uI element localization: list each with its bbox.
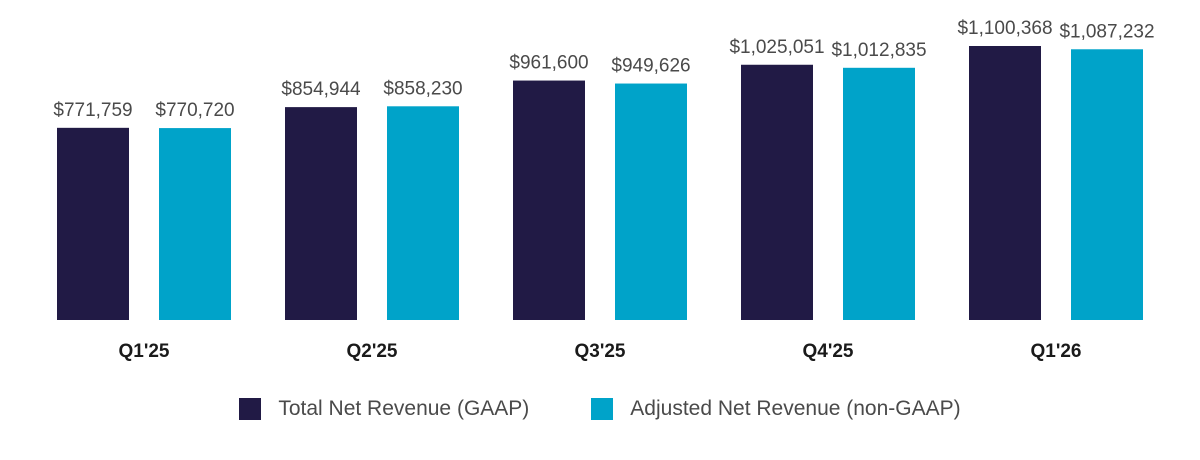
bar-total-q1-26 — [969, 46, 1041, 320]
bar-adjusted-q1-26 — [1071, 49, 1143, 320]
x-tick-label-q4-25: Q4'25 — [803, 341, 854, 362]
bar-adjusted-q3-25 — [615, 83, 687, 320]
bar-total-q2-25 — [285, 107, 357, 320]
bar-adjusted-q4-25 — [843, 67, 915, 320]
x-tick-label-q1-25: Q1'25 — [119, 341, 170, 362]
bar-total-q3-25 — [513, 80, 585, 320]
bar-adjusted-q1-25 — [159, 128, 231, 320]
value-label-adjusted-q1-25: $770,720 — [155, 100, 234, 121]
legend-swatch-total-net-revenue — [239, 398, 262, 420]
legend-label-total-net-revenue: Total Net Revenue (GAAP) — [278, 397, 530, 420]
value-label-adjusted-q3-25: $949,626 — [611, 56, 690, 77]
value-label-total-q3-25: $961,600 — [509, 53, 588, 74]
x-tick-label-q1-26: Q1'26 — [1031, 341, 1082, 362]
bars-group — [57, 46, 1143, 320]
value-label-adjusted-q2-25: $858,230 — [383, 78, 462, 99]
value-label-adjusted-q4-25: $1,012,835 — [831, 40, 926, 61]
value-label-adjusted-q1-26: $1,087,232 — [1059, 21, 1154, 42]
legend-item-adjusted-net-revenue: Adjusted Net Revenue (non-GAAP) — [591, 397, 961, 421]
value-label-total-q4-25: $1,025,051 — [729, 37, 824, 58]
legend-item-total-net-revenue: Total Net Revenue (GAAP) — [239, 397, 529, 421]
bar-total-q1-25 — [57, 127, 129, 320]
value-labels-group: $771,759 $770,720 $854,944 $858,230 $961,600… — [53, 18, 1154, 121]
legend-label-adjusted-net-revenue: Adjusted Net Revenue (non-GAAP) — [630, 397, 961, 420]
legend: Total Net Revenue (GAAP) Adjusted Net Re… — [0, 393, 1200, 425]
value-label-total-q1-25: $771,759 — [53, 100, 132, 121]
value-label-total-q1-26: $1,100,368 — [957, 18, 1052, 39]
x-tick-label-q3-25: Q3'25 — [575, 341, 626, 362]
x-axis-tick-labels: Q1'25 Q2'25 Q3'25 Q4'25 Q1'26 — [119, 341, 1082, 362]
value-label-total-q2-25: $854,944 — [281, 79, 361, 100]
x-tick-label-q2-25: Q2'25 — [347, 341, 398, 362]
bar-total-q4-25 — [741, 64, 813, 320]
bar-adjusted-q2-25 — [387, 106, 459, 320]
legend-swatch-adjusted-net-revenue — [591, 398, 614, 420]
